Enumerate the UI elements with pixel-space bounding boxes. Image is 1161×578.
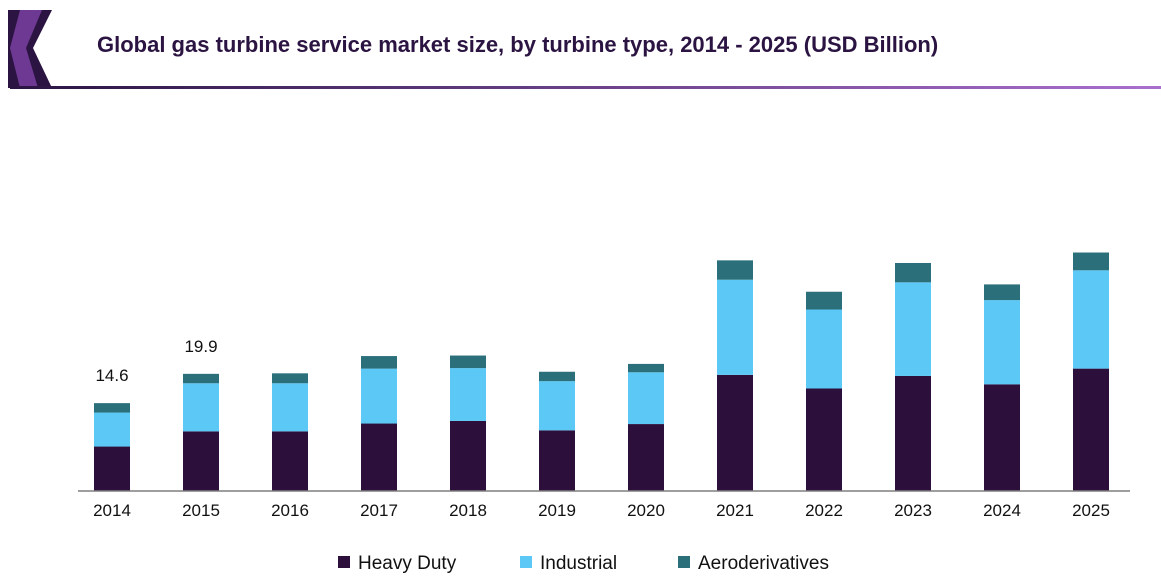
bar-heavy-duty-2024 [984, 384, 1020, 491]
bars-group [94, 252, 1109, 491]
legend-label: Aeroderivatives [698, 553, 829, 574]
bar-aeroderivatives-2018 [450, 355, 486, 369]
legend-label: Heavy Duty [358, 553, 457, 574]
x-tick-label: 2021 [716, 501, 754, 520]
bar-aeroderivatives-2021 [717, 260, 753, 280]
bar-industrial-2020 [628, 372, 664, 425]
bar-aeroderivatives-2020 [628, 363, 664, 373]
bar-aeroderivatives-2015 [183, 373, 219, 384]
logo-purple-shape [10, 10, 42, 88]
bar-aeroderivatives-2014 [94, 403, 130, 413]
bar-heavy-duty-2014 [94, 446, 130, 491]
bar-industrial-2019 [539, 381, 575, 431]
legend: Heavy Duty Industrial Aeroderivatives [338, 553, 829, 574]
x-tick-label: 2020 [627, 501, 665, 520]
header-divider [10, 86, 1161, 89]
x-tick-label: 2019 [538, 501, 576, 520]
legend-label: Industrial [540, 553, 617, 574]
bar-aeroderivatives-2016 [272, 373, 308, 384]
bar-heavy-duty-2016 [272, 431, 308, 491]
data-labels: 14.6 19.9 [95, 337, 217, 385]
legend-swatch [520, 556, 532, 568]
x-tick-label: 2024 [983, 501, 1021, 520]
x-tick-label: 2018 [449, 501, 487, 520]
bar-heavy-duty-2019 [539, 430, 575, 491]
chart-title: Global gas turbine service market size, … [97, 32, 939, 57]
data-label: 14.6 [95, 366, 128, 385]
brand-logo-icon [8, 10, 52, 88]
bar-industrial-2016 [272, 383, 308, 432]
bar-industrial-2024 [984, 300, 1020, 385]
bar-heavy-duty-2020 [628, 424, 664, 491]
bar-industrial-2018 [450, 368, 486, 421]
bar-aeroderivatives-2025 [1073, 252, 1109, 271]
x-tick-label: 2023 [894, 501, 932, 520]
bar-industrial-2025 [1073, 270, 1109, 369]
x-tick-label: 2016 [271, 501, 309, 520]
bar-aeroderivatives-2019 [539, 371, 575, 382]
x-tick-label: 2014 [93, 501, 131, 520]
bar-heavy-duty-2022 [806, 388, 842, 491]
bar-industrial-2014 [94, 412, 130, 447]
bar-aeroderivatives-2023 [895, 262, 931, 283]
bar-heavy-duty-2017 [361, 423, 397, 491]
x-tick-label: 2017 [360, 501, 398, 520]
bar-heavy-duty-2023 [895, 375, 931, 491]
bar-industrial-2015 [183, 383, 219, 432]
x-tick-labels: 2014 2015 2016 2017 2018 2019 2020 2021 2022 2023… [93, 501, 1110, 520]
x-tick-label: 2022 [805, 501, 843, 520]
chart-area: 2014 2015 2016 2017 2018 2019 2020 2021 2022 2023… [0, 92, 1161, 578]
data-label: 19.9 [184, 337, 217, 356]
bar-aeroderivatives-2024 [984, 284, 1020, 301]
bar-industrial-2017 [361, 368, 397, 424]
bar-industrial-2022 [806, 309, 842, 389]
bar-aeroderivatives-2017 [361, 356, 397, 369]
bar-aeroderivatives-2022 [806, 291, 842, 310]
bar-heavy-duty-2015 [183, 431, 219, 491]
legend-swatch [678, 556, 690, 568]
header: Global gas turbine service market size, … [0, 0, 1161, 92]
bar-heavy-duty-2018 [450, 420, 486, 491]
x-tick-label: 2015 [182, 501, 220, 520]
bar-heavy-duty-2025 [1073, 368, 1109, 491]
stacked-bar-chart: 2014 2015 2016 2017 2018 2019 2020 2021 2022 2023… [78, 252, 1130, 574]
x-tick-label: 2025 [1072, 501, 1110, 520]
bar-heavy-duty-2021 [717, 374, 753, 491]
bar-industrial-2021 [717, 279, 753, 375]
bar-industrial-2023 [895, 282, 931, 376]
legend-swatch [338, 556, 350, 568]
